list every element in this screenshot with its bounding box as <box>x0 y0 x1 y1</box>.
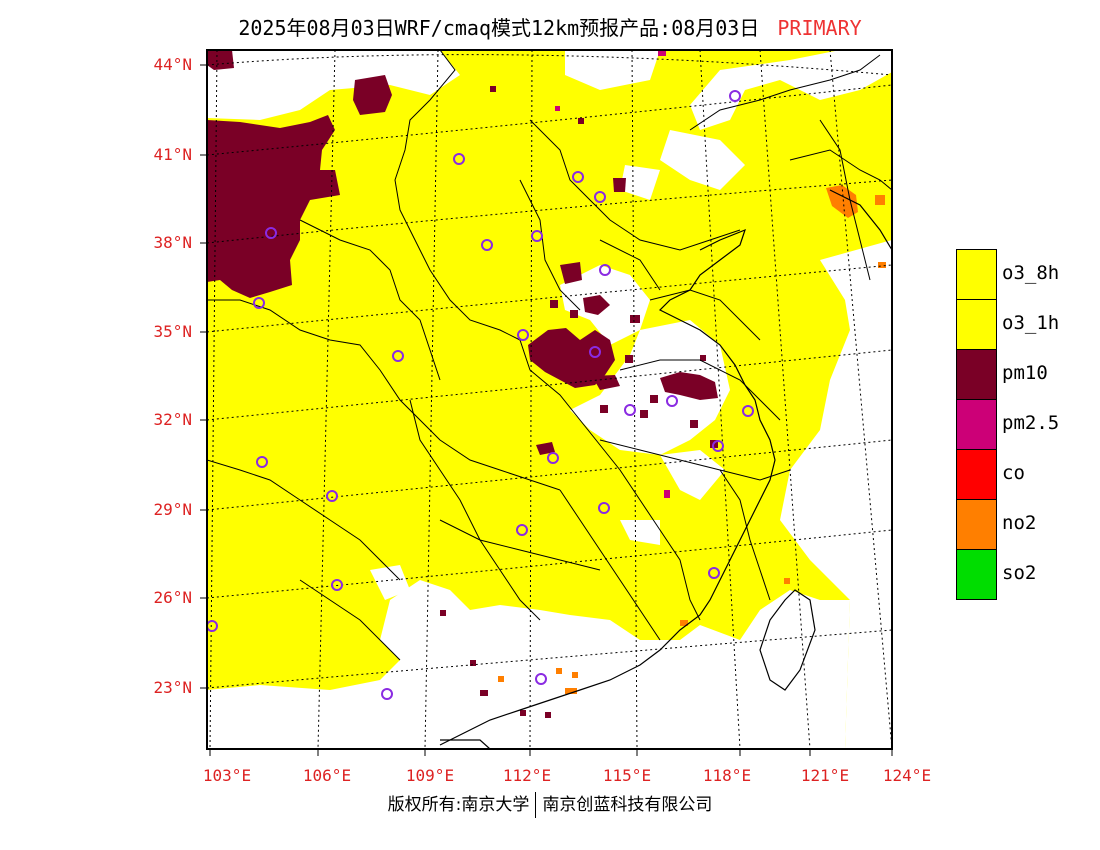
station-markers <box>207 90 754 700</box>
lon-label-121: 121°E <box>800 766 850 785</box>
no-data-areas <box>207 50 892 749</box>
copyright-left: 版权所有:南京大学 <box>387 795 530 815</box>
legend-label: co <box>1002 462 1025 484</box>
legend-label: pm10 <box>1002 362 1048 384</box>
lon-label-109: 109°E <box>405 766 455 785</box>
boundaries <box>207 50 892 661</box>
pm10-areas <box>207 50 718 718</box>
legend-label: no2 <box>1002 512 1037 534</box>
legend-label: o3_1h <box>1002 312 1060 334</box>
map-plot-area <box>207 50 892 749</box>
lon-label-106: 106°E <box>302 766 352 785</box>
legend-label: so2 <box>1002 562 1037 584</box>
legend-swatch <box>956 499 997 550</box>
no2-areas <box>498 185 886 694</box>
title-primary-tag: PRIMARY <box>777 16 862 40</box>
lat-label-29: 29°N <box>153 500 192 519</box>
legend-swatch <box>956 249 997 300</box>
legend-swatch <box>956 299 997 350</box>
coastline <box>439 189 892 749</box>
legend-label: o3_8h <box>1002 262 1060 284</box>
copyright-right: 南京创蓝科技有限公司 <box>542 795 713 815</box>
title-text: 2025年08月03日WRF/cmaq模式12km预报产品:08月03日 <box>238 16 760 40</box>
legend-swatch <box>956 349 997 400</box>
copyright: 版权所有:南京大学 南京创蓝科技有限公司 <box>0 790 1100 818</box>
map-frame <box>206 49 893 750</box>
legend-swatch <box>956 549 997 600</box>
lon-label-115: 115°E <box>602 766 652 785</box>
lon-label-103: 103°E <box>202 766 252 785</box>
copyright-separator <box>535 792 537 818</box>
legend-swatch <box>956 449 997 500</box>
lat-label-35: 35°N <box>153 322 192 341</box>
map-title: 2025年08月03日WRF/cmaq模式12km预报产品:08月03日 PRIM… <box>0 12 1100 41</box>
lon-label-118: 118°E <box>702 766 752 785</box>
lon-label-124: 124°E <box>882 766 932 785</box>
lon-label-112: 112°E <box>502 766 552 785</box>
pm25-areas <box>555 50 670 498</box>
lat-label-23: 23°N <box>153 678 192 697</box>
legend-swatch <box>956 399 997 450</box>
graticule <box>207 50 892 749</box>
lat-label-38: 38°N <box>153 233 192 252</box>
lat-label-32: 32°N <box>153 410 192 429</box>
axis-ticks <box>200 64 893 756</box>
legend-label: pm2.5 <box>1002 412 1060 434</box>
lat-label-44: 44°N <box>153 55 192 74</box>
lat-label-26: 26°N <box>153 588 192 607</box>
lat-label-41: 41°N <box>153 145 192 164</box>
